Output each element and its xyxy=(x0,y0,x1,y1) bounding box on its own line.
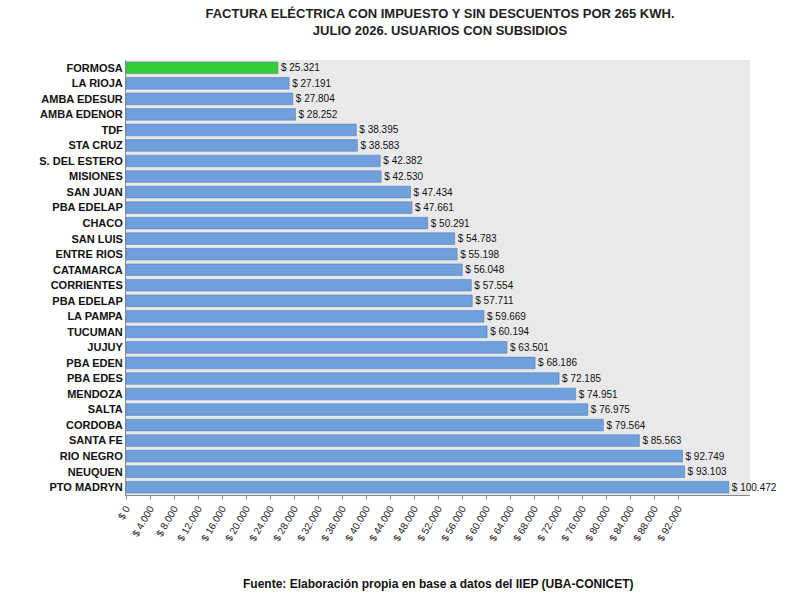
svg-text:$ 27.191: $ 27.191 xyxy=(292,78,331,89)
svg-text:$ 72.185: $ 72.185 xyxy=(562,373,601,384)
svg-text:SAN LUIS: SAN LUIS xyxy=(71,233,122,245)
svg-text:$ 27.804: $ 27.804 xyxy=(296,93,335,104)
svg-text:$ 68.000: $ 68.000 xyxy=(511,504,540,544)
svg-text:SANTA FE: SANTA FE xyxy=(69,434,123,446)
svg-text:PBA EDES: PBA EDES xyxy=(67,372,123,384)
svg-text:$ 24.000: $ 24.000 xyxy=(247,504,276,544)
svg-text:CHACO: CHACO xyxy=(82,217,123,229)
svg-text:MENDOZA: MENDOZA xyxy=(67,388,123,400)
svg-text:TUCUMAN: TUCUMAN xyxy=(67,326,123,338)
svg-text:$ 85.563: $ 85.563 xyxy=(642,435,681,446)
svg-text:$ 28.252: $ 28.252 xyxy=(299,109,338,120)
svg-text:$ 56.048: $ 56.048 xyxy=(465,264,504,275)
svg-text:$ 20.000: $ 20.000 xyxy=(223,504,252,544)
svg-text:$ 92.000: $ 92.000 xyxy=(655,504,684,544)
svg-text:$ 0: $ 0 xyxy=(116,504,133,522)
svg-text:$ 47.434: $ 47.434 xyxy=(414,187,453,198)
svg-text:$ 25.321: $ 25.321 xyxy=(281,62,320,73)
svg-text:JUJUY: JUJUY xyxy=(87,341,123,353)
svg-text:$ 42.530: $ 42.530 xyxy=(384,171,423,182)
svg-text:$ 72.000: $ 72.000 xyxy=(535,504,564,544)
svg-text:NEUQUEN: NEUQUEN xyxy=(68,466,123,478)
svg-text:$ 100.472: $ 100.472 xyxy=(732,482,777,493)
svg-text:$ 76.000: $ 76.000 xyxy=(559,504,588,544)
svg-text:LA RIOJA: LA RIOJA xyxy=(72,77,123,89)
svg-text:$ 60.000: $ 60.000 xyxy=(463,504,492,544)
svg-text:$ 38.583: $ 38.583 xyxy=(361,140,400,151)
svg-text:$ 93.103: $ 93.103 xyxy=(688,466,727,477)
svg-text:Fuente: Elaboración propia en: Fuente: Elaboración propia en base a dat… xyxy=(243,577,634,591)
svg-text:$ 76.975: $ 76.975 xyxy=(591,404,630,415)
svg-text:CATAMARCA: CATAMARCA xyxy=(53,264,123,276)
svg-text:$ 47.661: $ 47.661 xyxy=(415,202,454,213)
svg-text:$ 36.000: $ 36.000 xyxy=(319,504,348,544)
svg-text:$ 60.194: $ 60.194 xyxy=(490,326,529,337)
svg-text:$ 92.749: $ 92.749 xyxy=(685,451,724,462)
svg-text:ENTRE RIOS: ENTRE RIOS xyxy=(56,248,123,260)
svg-text:MISIONES: MISIONES xyxy=(69,170,123,182)
svg-text:$ 40.000: $ 40.000 xyxy=(343,504,372,544)
svg-text:$ 55.198: $ 55.198 xyxy=(460,249,499,260)
svg-text:AMBA EDESUR: AMBA EDESUR xyxy=(41,93,123,105)
svg-text:$ 84.000: $ 84.000 xyxy=(607,504,636,544)
svg-text:$ 12.000: $ 12.000 xyxy=(175,504,204,544)
svg-text:RIO NEGRO: RIO NEGRO xyxy=(60,450,123,462)
svg-text:$ 16.000: $ 16.000 xyxy=(199,504,228,544)
svg-text:CORDOBA: CORDOBA xyxy=(66,419,123,431)
svg-text:FORMOSA: FORMOSA xyxy=(67,62,123,74)
svg-text:$ 52.000: $ 52.000 xyxy=(415,504,444,544)
svg-text:STA CRUZ: STA CRUZ xyxy=(68,139,123,151)
svg-text:CORRIENTES: CORRIENTES xyxy=(51,279,123,291)
svg-text:PBA EDELAP: PBA EDELAP xyxy=(52,295,123,307)
svg-text:$ 32.000: $ 32.000 xyxy=(295,504,324,544)
svg-text:$ 57.711: $ 57.711 xyxy=(475,295,514,306)
svg-text:$ 64.000: $ 64.000 xyxy=(487,504,516,544)
svg-text:$ 74.951: $ 74.951 xyxy=(579,389,618,400)
svg-text:$ 54.783: $ 54.783 xyxy=(458,233,497,244)
svg-text:$ 50.291: $ 50.291 xyxy=(431,218,470,229)
svg-text:$ 42.382: $ 42.382 xyxy=(383,155,422,166)
svg-text:$ 38.395: $ 38.395 xyxy=(359,124,398,135)
svg-text:$ 56.000: $ 56.000 xyxy=(439,504,468,544)
svg-text:LA PAMPA: LA PAMPA xyxy=(67,310,122,322)
svg-text:$ 63.501: $ 63.501 xyxy=(510,342,549,353)
svg-text:TDF: TDF xyxy=(101,124,123,136)
svg-text:$ 28.000: $ 28.000 xyxy=(271,504,300,544)
svg-text:$ 79.564: $ 79.564 xyxy=(606,420,645,431)
svg-text:$ 48.000: $ 48.000 xyxy=(391,504,420,544)
svg-text:SAN JUAN: SAN JUAN xyxy=(67,186,123,198)
svg-text:SALTA: SALTA xyxy=(88,403,123,415)
svg-text:S. DEL ESTERO: S. DEL ESTERO xyxy=(39,155,123,167)
svg-text:FACTURA ELÉCTRICA CON IMPUESTO: FACTURA ELÉCTRICA CON IMPUESTO Y SIN DES… xyxy=(205,6,674,38)
svg-text:$ 59.669: $ 59.669 xyxy=(487,311,526,322)
svg-text:AMBA EDENOR: AMBA EDENOR xyxy=(40,108,123,120)
svg-text:$ 44.000: $ 44.000 xyxy=(367,504,396,544)
svg-text:$ 80.000: $ 80.000 xyxy=(583,504,612,544)
svg-text:$ 57.554: $ 57.554 xyxy=(474,280,513,291)
svg-text:PBA EDELAP: PBA EDELAP xyxy=(52,201,123,213)
svg-text:$ 88.000: $ 88.000 xyxy=(631,504,660,544)
svg-text:PTO MADRYN: PTO MADRYN xyxy=(49,481,122,493)
svg-text:$ 8.000: $ 8.000 xyxy=(154,504,180,539)
svg-text:$ 68.186: $ 68.186 xyxy=(538,357,577,368)
svg-text:$ 4.000: $ 4.000 xyxy=(130,504,156,539)
svg-text:PBA EDEN: PBA EDEN xyxy=(66,357,122,369)
